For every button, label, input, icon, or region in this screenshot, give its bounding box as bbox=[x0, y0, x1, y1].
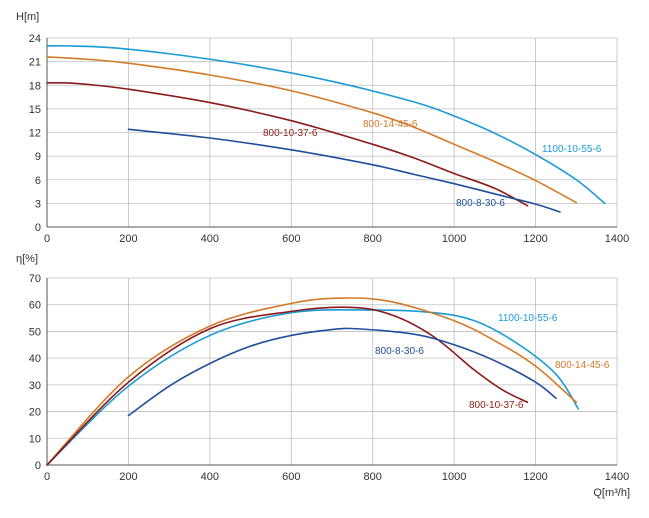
efficiency-chart: 0 200 400 600 800 1000 1200 1400 0 10 20 30 40 50 60 70… bbox=[16, 253, 630, 499]
x-tick-label: 0 bbox=[44, 233, 50, 245]
y-tick-label: 40 bbox=[29, 353, 41, 365]
head-chart: 0 200 400 600 800 1000 1200 1400 0 3 6 9 12 15 18 21 24 H… bbox=[16, 11, 629, 245]
x-tick-label: 400 bbox=[201, 233, 219, 245]
y-tick-label: 10 bbox=[29, 433, 41, 445]
series-line-1100-10-55-6 bbox=[46, 44, 606, 205]
x-tick-label: 1400 bbox=[605, 471, 629, 483]
y-tick-label: 12 bbox=[29, 128, 41, 140]
x-tick-label: 1200 bbox=[523, 471, 547, 483]
y-tick-label: 21 bbox=[29, 57, 41, 69]
y-tick-label: 0 bbox=[35, 460, 41, 472]
x-tick-label: 800 bbox=[364, 233, 382, 245]
y-tick-label: 15 bbox=[29, 104, 41, 116]
y-axis-title: η[%] bbox=[16, 253, 38, 265]
series-label: 1100-10-55-6 bbox=[498, 313, 558, 324]
y-tick-label: 20 bbox=[29, 407, 41, 419]
x-tick-label: 1000 bbox=[442, 471, 466, 483]
x-tick-label: 200 bbox=[119, 233, 137, 245]
x-tick-label: 600 bbox=[282, 471, 300, 483]
y-tick-label: 70 bbox=[29, 273, 41, 285]
x-tick-label: 600 bbox=[282, 233, 300, 245]
y-tick-label: 30 bbox=[29, 380, 41, 392]
series-label: 800-10-37-6 bbox=[263, 128, 318, 139]
series-label: 800-14-45-6 bbox=[363, 119, 418, 130]
y-axis-title: H[m] bbox=[16, 11, 39, 23]
y-tick-label: 60 bbox=[29, 300, 41, 312]
x-tick-label: 0 bbox=[44, 471, 50, 483]
x-tick-label: 1400 bbox=[605, 233, 629, 245]
y-tick-label: 18 bbox=[29, 80, 41, 92]
series-line-800-8-30-6 bbox=[127, 327, 557, 417]
series-label: 800-14-45-6 bbox=[555, 360, 610, 371]
x-tick-label: 1200 bbox=[523, 233, 547, 245]
x-tick-label: 400 bbox=[201, 471, 219, 483]
y-tick-label: 24 bbox=[29, 33, 41, 45]
series-label: 800-8-30-6 bbox=[456, 198, 505, 209]
series-line-800-10-37-6 bbox=[46, 306, 529, 466]
y-tick-label: 0 bbox=[35, 222, 41, 234]
series-line-800-10-37-6 bbox=[46, 81, 529, 207]
y-tick-label: 3 bbox=[35, 198, 41, 210]
y-tick-label: 6 bbox=[35, 175, 41, 187]
x-tick-label: 200 bbox=[119, 471, 137, 483]
series-label: 800-10-37-6 bbox=[469, 400, 524, 411]
x-tick-label: 800 bbox=[364, 471, 382, 483]
series-line-800-14-45-6 bbox=[46, 56, 578, 204]
series-line-800-14-45-6 bbox=[46, 297, 578, 466]
series-label: 800-8-30-6 bbox=[375, 346, 424, 357]
series-line-800-8-30-6 bbox=[127, 128, 561, 213]
series-label: 1100-10-55-6 bbox=[542, 144, 602, 155]
y-tick-label: 9 bbox=[35, 151, 41, 163]
y-tick-label: 50 bbox=[29, 326, 41, 338]
x-axis-title: Q[m³/h] bbox=[593, 487, 630, 499]
x-tick-label: 1000 bbox=[442, 233, 466, 245]
